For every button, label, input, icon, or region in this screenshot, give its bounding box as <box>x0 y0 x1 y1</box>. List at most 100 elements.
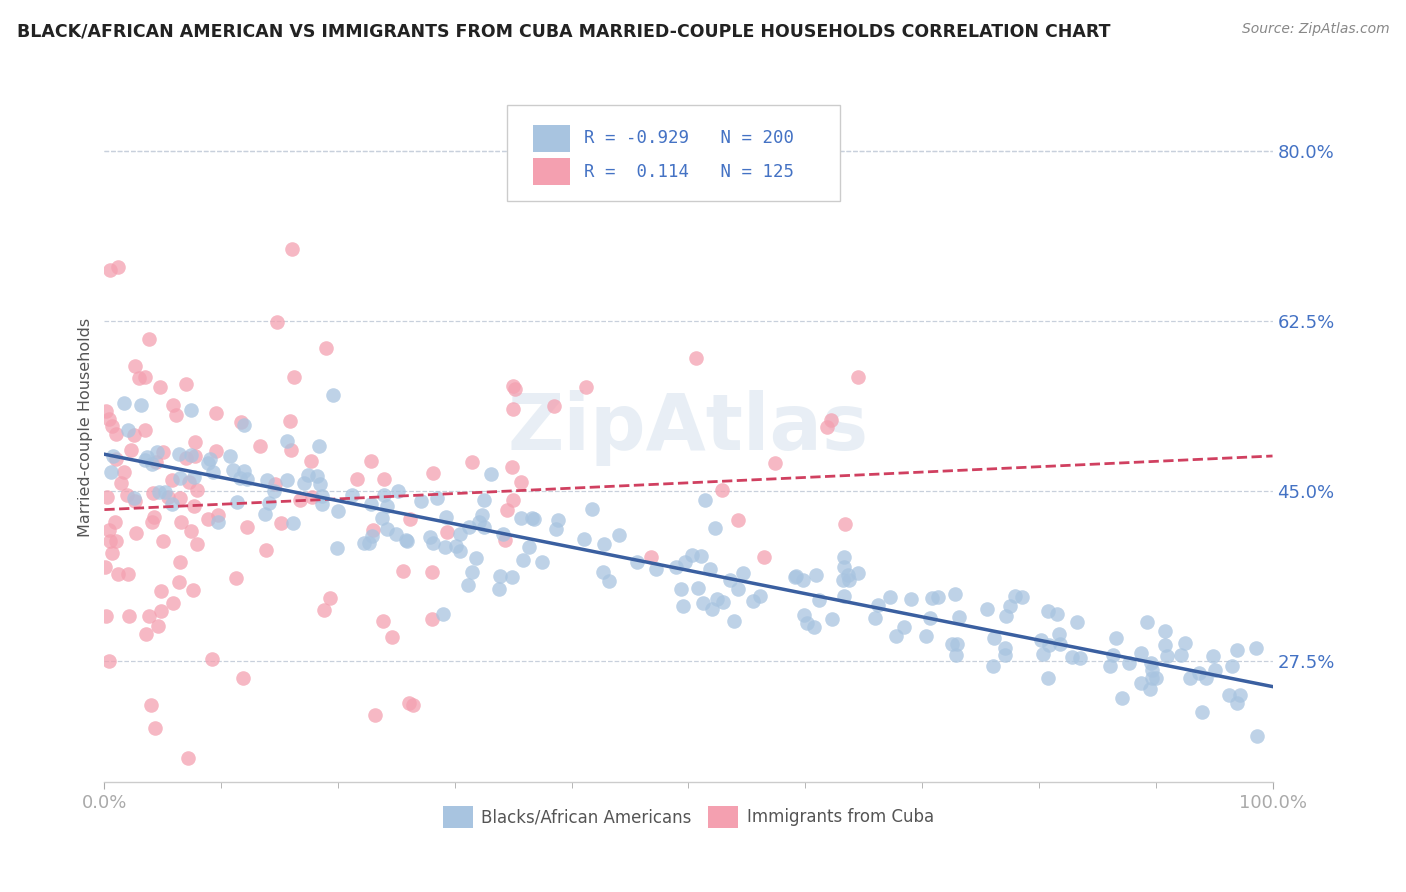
FancyBboxPatch shape <box>533 125 571 152</box>
Point <box>806 567 828 582</box>
Point <box>494 533 516 548</box>
Point <box>142 486 165 500</box>
Point <box>136 450 159 464</box>
Point <box>197 512 219 526</box>
Point <box>326 503 349 517</box>
Point <box>98 533 121 548</box>
Point <box>994 640 1017 655</box>
Point <box>945 648 967 662</box>
Point <box>1226 643 1249 657</box>
Point <box>510 475 533 490</box>
Point <box>231 415 253 429</box>
Point <box>201 652 224 666</box>
Point <box>433 540 456 554</box>
Point <box>575 380 598 394</box>
Point <box>117 566 139 581</box>
Point <box>105 451 128 466</box>
Point <box>122 428 145 442</box>
Point <box>169 575 191 590</box>
Point <box>832 573 855 587</box>
Point <box>763 456 786 470</box>
Point <box>375 522 398 536</box>
Point <box>1118 657 1140 671</box>
Point <box>392 564 415 578</box>
Point <box>1105 631 1128 645</box>
Point <box>688 581 710 595</box>
Point <box>143 509 166 524</box>
Point <box>941 637 963 651</box>
Point <box>381 630 404 644</box>
Point <box>152 444 174 458</box>
Point <box>281 516 304 530</box>
Point <box>94 404 117 418</box>
Point <box>981 658 1004 673</box>
Point <box>607 527 630 541</box>
Point <box>1140 656 1163 670</box>
Point <box>1156 648 1178 663</box>
Point <box>815 420 838 434</box>
Point <box>1180 671 1202 685</box>
Point <box>640 549 662 564</box>
Point <box>472 520 495 534</box>
Point <box>848 370 870 384</box>
Point <box>581 502 603 516</box>
Point <box>180 448 202 462</box>
Point <box>832 550 855 565</box>
Point <box>373 488 395 502</box>
Point <box>422 466 444 480</box>
Point <box>834 516 856 531</box>
Point <box>117 423 139 437</box>
Point <box>803 620 825 634</box>
Point <box>225 570 247 584</box>
Point <box>976 602 998 616</box>
Point <box>150 583 173 598</box>
Point <box>704 521 727 535</box>
Point <box>124 359 146 373</box>
Point <box>236 472 259 486</box>
Point <box>488 582 510 597</box>
Point <box>177 475 200 490</box>
Point <box>319 591 342 606</box>
Point <box>711 595 734 609</box>
Point <box>727 582 749 596</box>
Point <box>283 369 305 384</box>
Point <box>846 566 869 581</box>
Point <box>692 596 714 610</box>
Point <box>387 484 409 499</box>
Point <box>115 488 138 502</box>
Point <box>785 569 807 583</box>
Point <box>523 512 546 526</box>
Point <box>276 473 298 487</box>
Point <box>180 402 202 417</box>
Point <box>820 413 842 427</box>
Point <box>373 614 395 628</box>
Point <box>253 507 276 521</box>
Point <box>124 494 146 508</box>
Point <box>1032 648 1054 662</box>
Point <box>503 382 526 396</box>
Point <box>838 573 860 587</box>
Point <box>496 503 519 517</box>
Point <box>1046 607 1069 622</box>
Point <box>134 370 156 384</box>
Point <box>292 475 315 490</box>
Point <box>821 612 844 626</box>
Point <box>502 402 524 417</box>
Point <box>998 599 1021 614</box>
Point <box>146 618 169 632</box>
Point <box>202 465 225 479</box>
Point <box>301 491 323 505</box>
Point <box>1038 671 1060 685</box>
Point <box>983 631 1005 645</box>
Point <box>176 751 198 765</box>
Point <box>783 569 806 583</box>
Point <box>398 696 420 710</box>
FancyBboxPatch shape <box>508 105 841 201</box>
Point <box>120 442 142 457</box>
Point <box>522 511 544 525</box>
Text: Source: ZipAtlas.com: Source: ZipAtlas.com <box>1241 22 1389 37</box>
Point <box>1139 682 1161 697</box>
Point <box>309 477 332 491</box>
Point <box>893 620 915 634</box>
Point <box>626 555 648 569</box>
